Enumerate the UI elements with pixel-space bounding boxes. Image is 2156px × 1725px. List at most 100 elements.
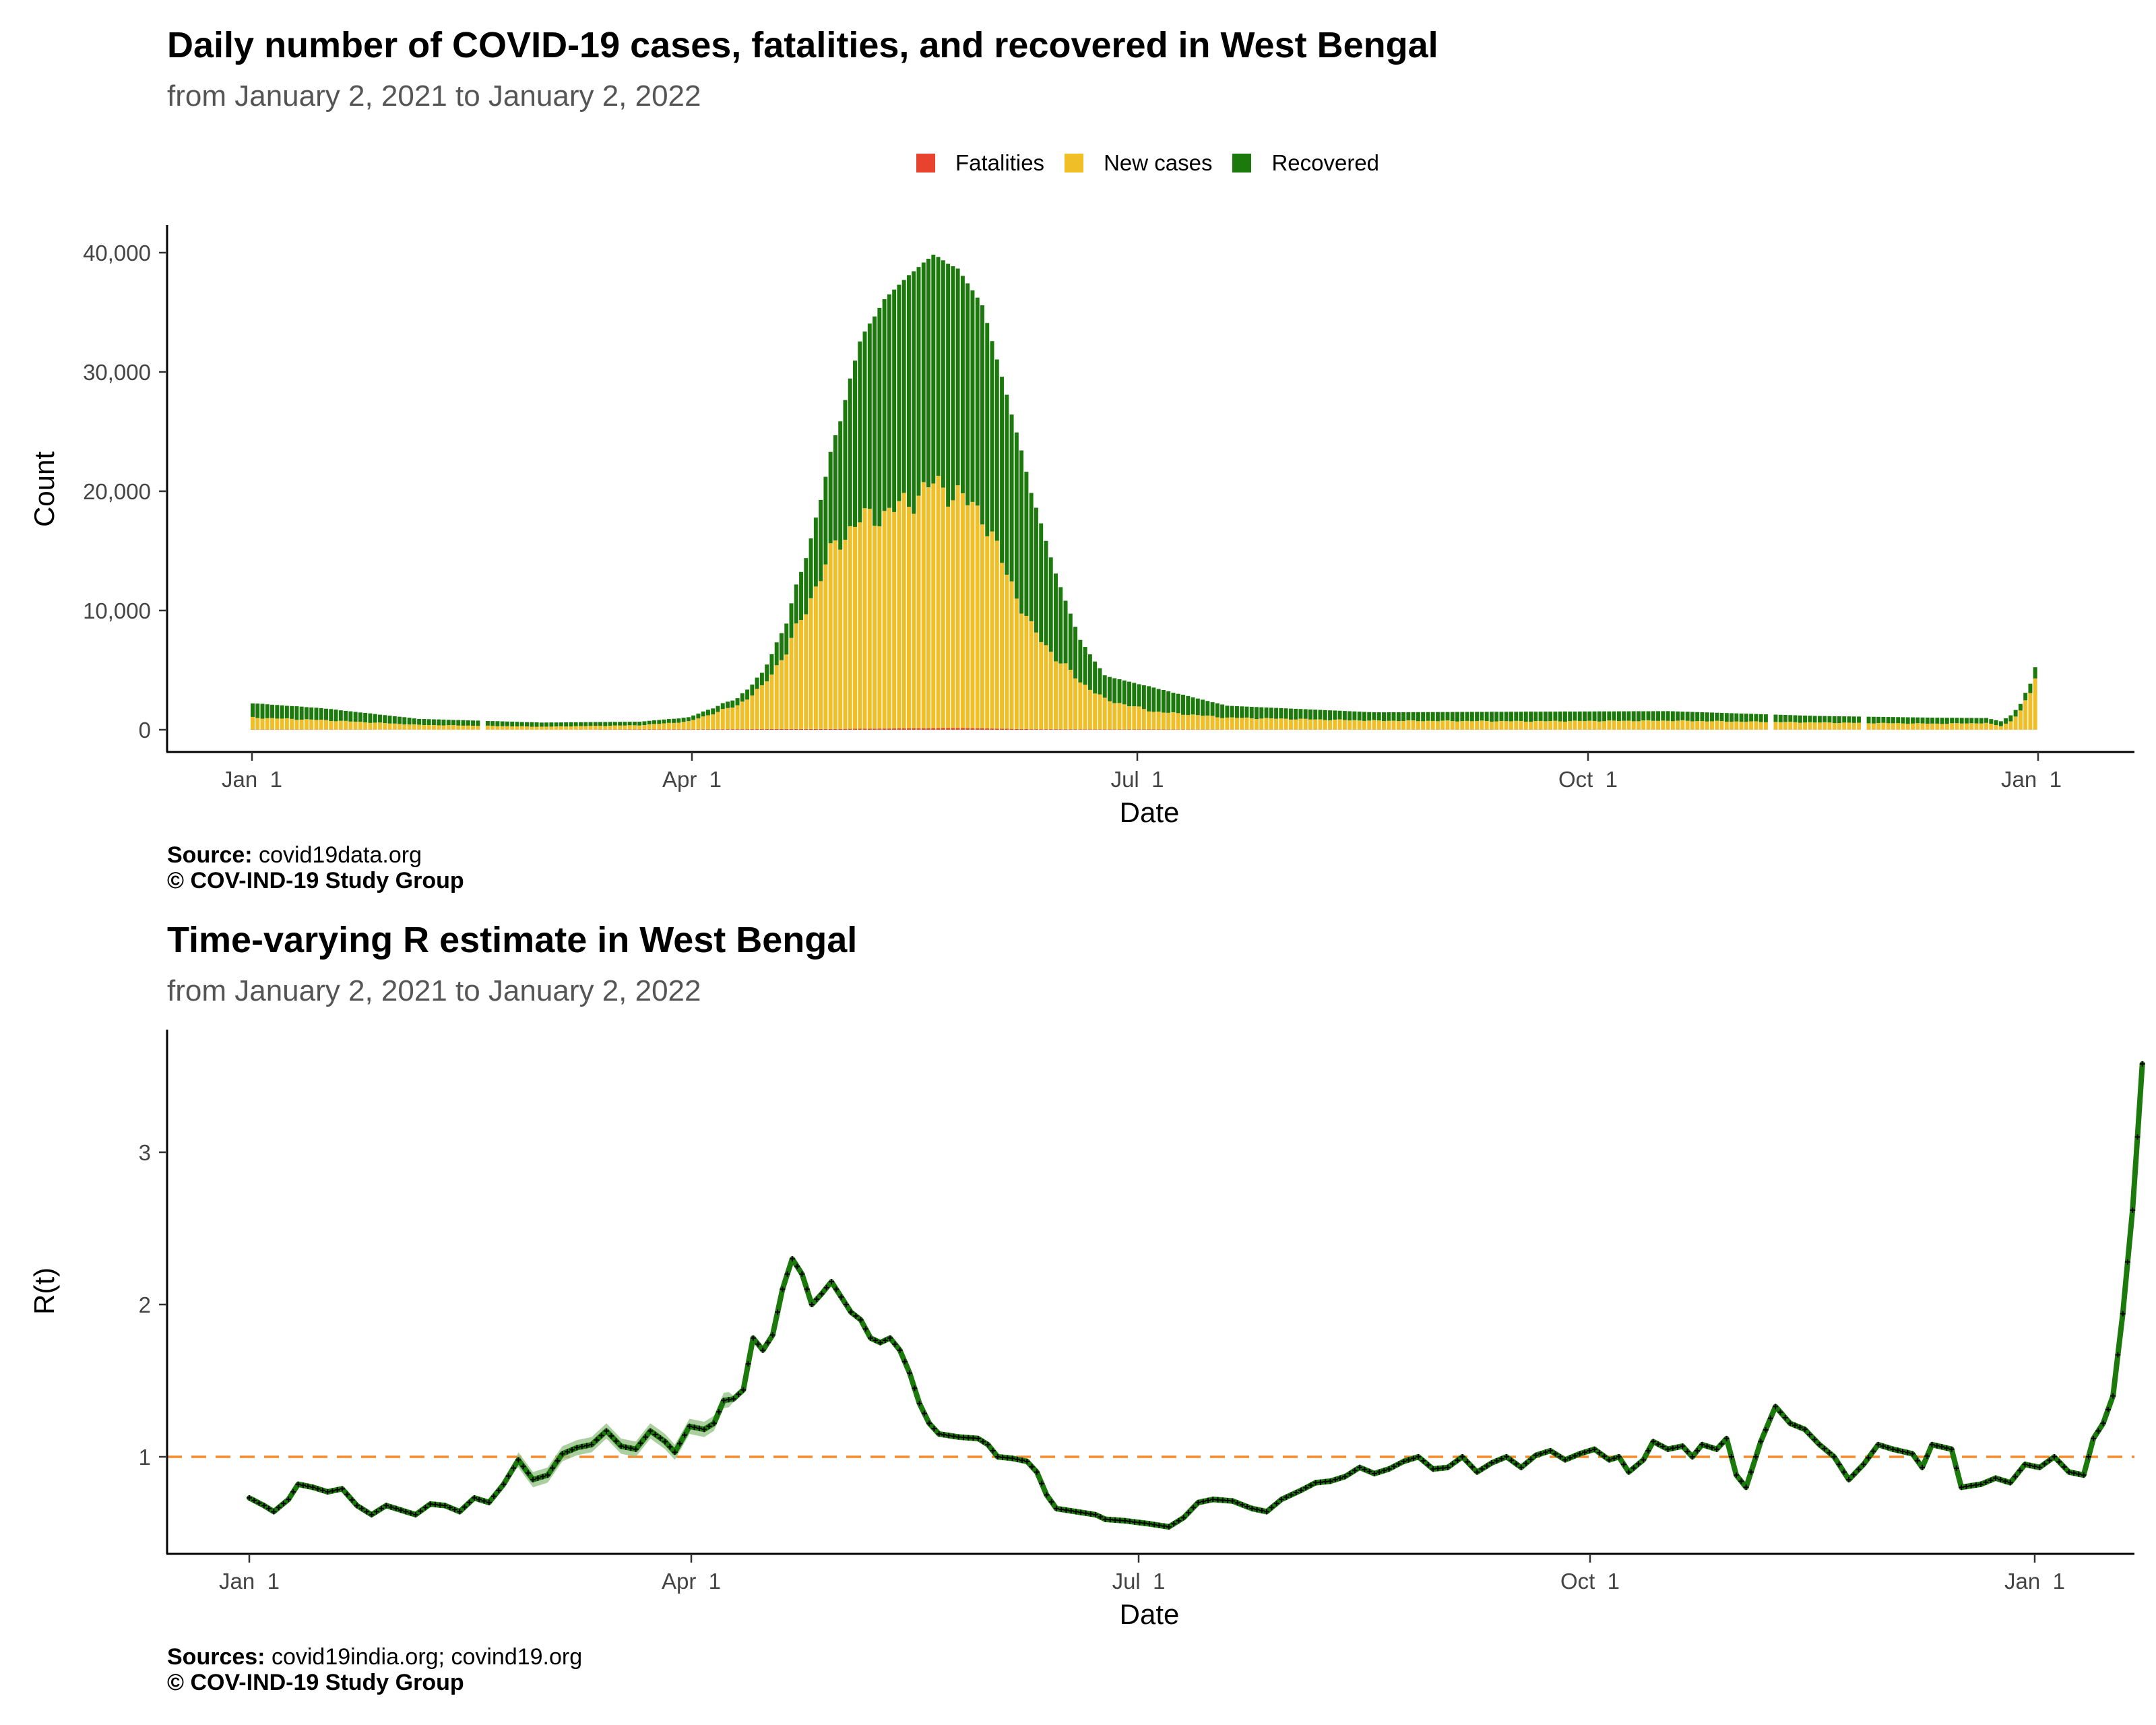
- r-point-marker: [1327, 1478, 1333, 1484]
- r-point-marker: [1591, 1446, 1597, 1452]
- bar-recovered: [1298, 709, 1303, 719]
- r-point-marker: [457, 1509, 463, 1515]
- bar-fatalities: [833, 728, 837, 730]
- r-point-marker: [1905, 1449, 1911, 1455]
- bar-recovered: [1210, 702, 1215, 716]
- bar-new-cases: [726, 708, 730, 730]
- bar-new-cases: [853, 526, 857, 729]
- bar-new-cases: [1695, 721, 1700, 730]
- bar-recovered: [819, 499, 823, 582]
- r-point-marker: [2017, 1468, 2023, 1474]
- bar-new-cases: [990, 531, 994, 729]
- legend-item-recovered: Recovered: [1232, 150, 1379, 176]
- r-point-marker: [1087, 1511, 1093, 1517]
- bar-new-cases: [1504, 721, 1509, 730]
- bar-new-cases: [1283, 718, 1288, 730]
- r-point-marker: [868, 1335, 874, 1341]
- bar-new-cases: [392, 723, 397, 730]
- bar-recovered: [1475, 712, 1480, 722]
- r-point-marker: [251, 1497, 257, 1503]
- bar-new-cases: [877, 526, 882, 729]
- bar-fatalities: [813, 728, 818, 730]
- bar-recovered: [1891, 717, 1895, 724]
- bar-recovered: [1533, 712, 1538, 722]
- bar-recovered: [564, 722, 569, 727]
- bar-recovered: [1607, 711, 1612, 721]
- bar-new-cases: [1279, 718, 1283, 730]
- chart1-x-tick-label: Apr 1: [662, 767, 722, 792]
- bar-new-cases: [1935, 723, 1940, 730]
- bar-recovered: [1763, 714, 1768, 722]
- r-point-marker: [1063, 1507, 1069, 1513]
- bar-recovered: [921, 262, 926, 482]
- bar-new-cases: [735, 705, 740, 730]
- bar-new-cases: [1998, 726, 2003, 730]
- r-point-marker: [1920, 1464, 1925, 1470]
- bar-recovered: [1705, 712, 1709, 722]
- bar-new-cases: [275, 718, 280, 730]
- bar-recovered: [1499, 712, 1504, 721]
- r-point-marker: [1650, 1439, 1656, 1445]
- bar-new-cases: [1009, 581, 1014, 729]
- bar-new-cases: [387, 723, 392, 730]
- bar-new-cases: [2023, 700, 2028, 730]
- bar-recovered: [1357, 712, 1362, 721]
- bar-new-cases: [505, 726, 509, 730]
- bar-new-cases: [402, 724, 407, 730]
- bar-new-cases: [1005, 574, 1009, 729]
- bar-new-cases: [1401, 720, 1406, 730]
- bar-recovered: [1362, 712, 1366, 721]
- bar-new-cases: [290, 718, 294, 730]
- r-point-marker: [574, 1445, 580, 1451]
- bar-new-cases: [2004, 723, 2008, 730]
- chart2-x-tick-label: Oct 1: [1560, 1569, 1620, 1594]
- bar-new-cases: [975, 505, 980, 728]
- bar-recovered: [1107, 677, 1112, 701]
- bar-recovered: [1700, 712, 1705, 722]
- bar-recovered: [534, 722, 539, 727]
- bar-new-cases: [647, 724, 652, 730]
- bar-recovered: [270, 704, 275, 718]
- bar-recovered: [593, 722, 598, 726]
- bar-new-cases: [789, 637, 794, 729]
- bar-recovered: [794, 584, 798, 624]
- bar-recovered: [1553, 712, 1558, 721]
- r-point-marker: [462, 1504, 468, 1510]
- r-point-markers: [247, 1061, 2145, 1530]
- r-point-marker: [1005, 1455, 1011, 1461]
- bar-recovered: [402, 717, 407, 725]
- bar-recovered: [2008, 715, 2013, 722]
- bar-recovered: [877, 307, 882, 527]
- bar-fatalities: [823, 728, 828, 730]
- r-point-marker: [2012, 1474, 2018, 1480]
- r-point-marker: [1230, 1498, 1236, 1504]
- bar-recovered: [1798, 715, 1802, 723]
- bar-recovered: [1543, 712, 1548, 722]
- r-point-marker: [1219, 1497, 1226, 1503]
- legend-label-new-cases: New cases: [1104, 150, 1213, 175]
- chart1-x-tick-label: Jul 1: [1111, 767, 1164, 792]
- r-point-marker: [1851, 1472, 1857, 1478]
- bar-recovered: [1964, 718, 1969, 724]
- bar-new-cases: [1533, 721, 1538, 730]
- bar-fatalities: [951, 728, 955, 730]
- bar-recovered: [1636, 711, 1641, 722]
- bar-new-cases: [1195, 715, 1200, 730]
- r-point-marker: [554, 1458, 561, 1464]
- bar-new-cases: [1969, 723, 1974, 730]
- r-point-marker: [887, 1335, 893, 1341]
- bar-fatalities: [691, 729, 696, 730]
- r-point-marker: [290, 1489, 296, 1495]
- r-point-marker: [2130, 1207, 2136, 1213]
- bar-recovered: [1308, 709, 1312, 720]
- bar-fatalities: [808, 728, 813, 730]
- bar-recovered: [583, 722, 588, 726]
- bar-recovered: [1911, 717, 1915, 724]
- r-point-marker: [1694, 1448, 1700, 1453]
- r-point-marker: [994, 1454, 1001, 1460]
- bar-new-cases: [1905, 724, 1910, 730]
- r-point-marker: [921, 1410, 927, 1416]
- legend-swatch-fatalities: [916, 154, 935, 172]
- bar-recovered: [1778, 714, 1783, 722]
- r-point-marker: [765, 1340, 771, 1346]
